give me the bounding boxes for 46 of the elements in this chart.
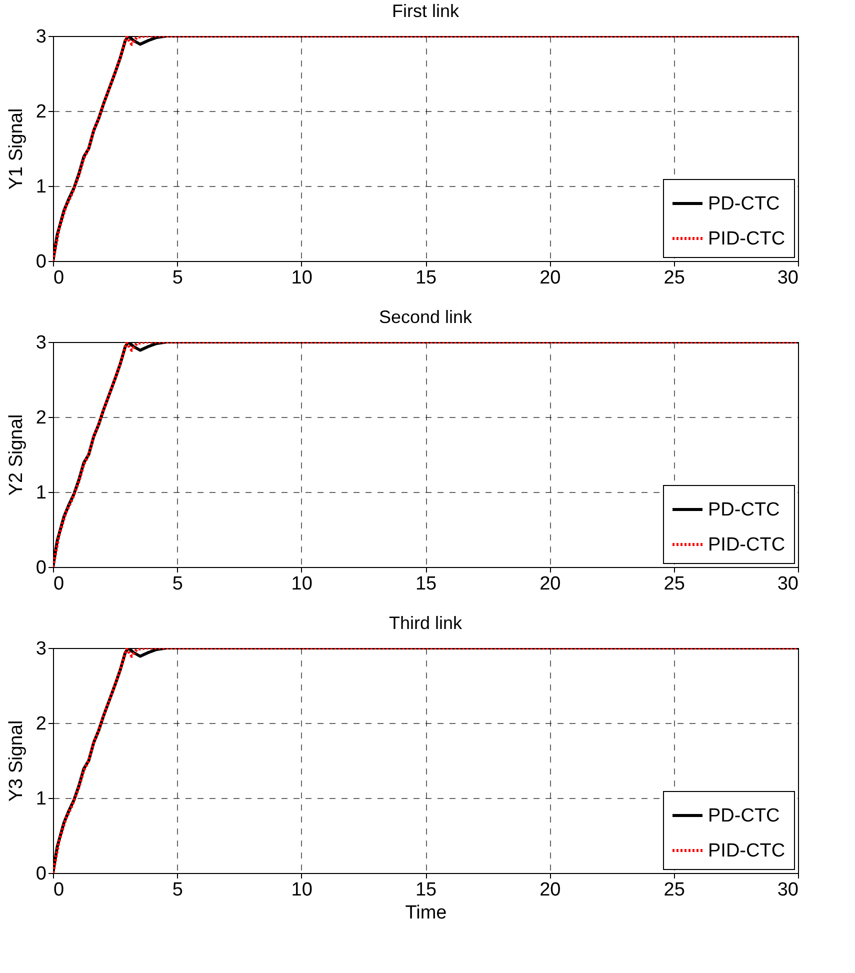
x-tick-label: 25 [664, 268, 685, 288]
y-tick-label: 0 [36, 558, 46, 578]
x-tick-label: 25 [664, 574, 685, 594]
y-axis-title: Y2 Signal [6, 414, 27, 496]
chart-title: Third link [388, 613, 464, 633]
x-tick-label: 25 [664, 880, 685, 900]
x-tick-label: 5 [172, 880, 183, 900]
x-tick-label: 30 [777, 880, 798, 900]
y-axis-title: Y3 Signal [6, 720, 27, 802]
y-tick-label: 2 [36, 102, 46, 122]
legend-label: PD-CTC [708, 194, 780, 214]
legend-label: PID-CTC [708, 840, 786, 862]
x-tick-label: 15 [415, 574, 437, 594]
x-tick-label: 15 [415, 268, 437, 288]
y-tick-label: 0 [36, 252, 46, 272]
legend-label: PD-CTC [708, 806, 780, 826]
y-tick-label: 2 [36, 408, 46, 428]
x-tick-label: 30 [777, 268, 798, 288]
y-tick-label: 1 [36, 788, 46, 810]
x-tick-label: 10 [291, 268, 312, 288]
y-tick-label: 2 [36, 714, 46, 734]
y-tick-label: 3 [36, 332, 46, 354]
x-tick-label: 0 [54, 268, 64, 288]
legend-label: PID-CTC [708, 228, 786, 250]
x-tick-label: 30 [777, 574, 798, 594]
x-tick-label: 0 [54, 574, 64, 594]
x-tick-label: 20 [540, 574, 561, 594]
legend-label: PID-CTC [708, 534, 786, 556]
x-axis-title: Time [405, 902, 447, 924]
y-tick-label: 1 [36, 482, 46, 504]
x-tick-label: 20 [540, 880, 561, 900]
y-tick-label: 0 [36, 864, 46, 884]
x-tick-label: 10 [291, 574, 312, 594]
x-tick-label: 5 [172, 574, 183, 594]
chart-title: First link [392, 1, 460, 21]
y-tick-label: 3 [36, 26, 46, 48]
y-tick-label: 3 [36, 638, 46, 660]
x-tick-label: 0 [54, 880, 64, 900]
x-tick-label: 15 [415, 880, 437, 900]
chart-title: Second link [378, 307, 474, 327]
x-tick-label: 5 [172, 268, 183, 288]
y-axis-title: Y1 Signal [6, 108, 27, 190]
x-tick-label: 20 [540, 268, 561, 288]
legend-label: PD-CTC [708, 500, 780, 520]
y-tick-label: 1 [36, 176, 46, 198]
x-tick-label: 10 [291, 880, 312, 900]
